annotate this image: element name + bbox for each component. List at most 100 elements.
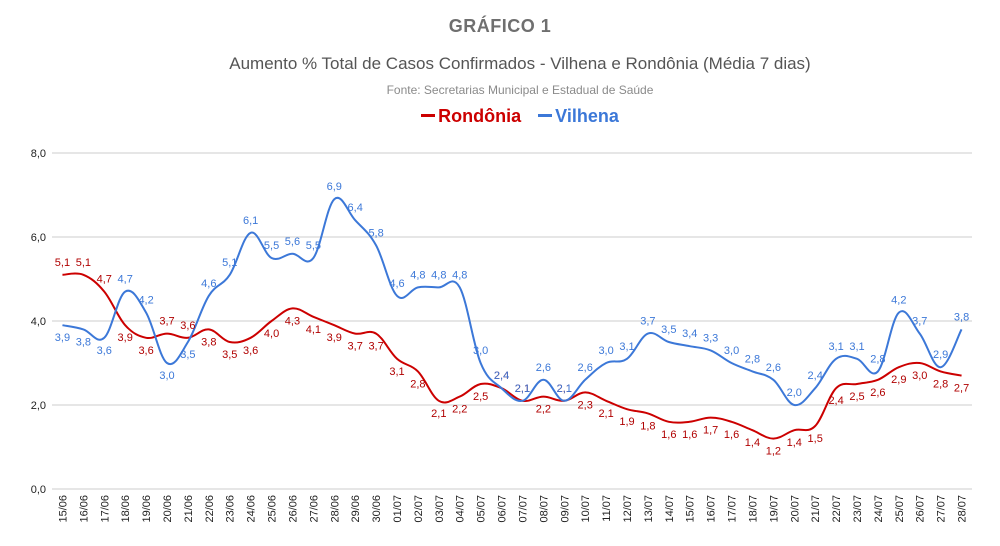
data-label-vilhena: 6,1 <box>243 215 258 227</box>
data-label-vilhena: 2,1 <box>515 383 530 395</box>
data-label-rondonia: 2,2 <box>452 404 467 416</box>
data-label-vilhena: 3,1 <box>828 341 843 353</box>
data-label-rondonia: 2,1 <box>515 383 530 395</box>
data-label-vilhena: 3,7 <box>912 316 927 328</box>
data-label-vilhena: 2,8 <box>870 353 885 365</box>
data-label-vilhena: 2,1 <box>557 383 572 395</box>
data-label-vilhena: 3,8 <box>954 311 969 323</box>
data-label-rondonia: 2,5 <box>473 391 488 403</box>
chart-title: GRÁFICO 1 <box>448 16 552 36</box>
x-tick-label: 08/07 <box>538 495 550 523</box>
data-label-rondonia: 1,4 <box>787 437 802 449</box>
data-label-vilhena: 3,1 <box>849 341 864 353</box>
data-label-vilhena: 3,1 <box>619 341 634 353</box>
data-label-vilhena: 3,3 <box>703 332 718 344</box>
data-label-vilhena: 6,9 <box>327 181 342 193</box>
data-label-rondonia: 2,4 <box>828 395 843 407</box>
x-tick-label: 02/07 <box>413 495 425 523</box>
data-label-rondonia: 4,0 <box>264 328 279 340</box>
x-tick-label: 26/07 <box>915 495 927 523</box>
data-label-vilhena: 3,4 <box>682 328 697 340</box>
data-label-vilhena: 3,0 <box>598 345 613 357</box>
legend-swatch-vilhena <box>538 113 553 117</box>
data-label-rondonia: 1,6 <box>661 429 676 441</box>
chart-legend: Rondônia Vilhena <box>0 106 1000 127</box>
data-label-rondonia: 4,3 <box>285 315 300 327</box>
data-label-vilhena: 3,5 <box>180 349 195 361</box>
data-label-vilhena: 3,0 <box>473 345 488 357</box>
data-label-rondonia: 2,3 <box>578 399 593 411</box>
x-tick-label: 16/06 <box>78 495 90 523</box>
data-label-vilhena: 2,6 <box>766 362 781 374</box>
y-tick-label: 8,0 <box>31 148 46 160</box>
data-label-rondonia: 1,6 <box>682 429 697 441</box>
data-label-rondonia: 3,9 <box>327 332 342 344</box>
data-label-rondonia: 4,1 <box>306 324 321 336</box>
data-label-rondonia: 1,6 <box>724 429 739 441</box>
data-label-rondonia: 3,1 <box>389 366 404 378</box>
data-label-vilhena: 2,9 <box>933 349 948 361</box>
x-tick-label: 17/06 <box>99 495 111 523</box>
data-label-vilhena: 4,6 <box>389 278 404 290</box>
data-label-rondonia: 2,4 <box>494 370 509 382</box>
data-label-rondonia: 2,2 <box>536 404 551 416</box>
data-label-rondonia: 2,9 <box>891 374 906 386</box>
data-label-rondonia: 1,2 <box>766 446 781 458</box>
data-label-vilhena: 2,6 <box>578 362 593 374</box>
data-label-rondonia: 2,8 <box>933 378 948 390</box>
x-tick-label: 01/07 <box>392 495 404 523</box>
series-line-rondonia <box>62 272 962 440</box>
x-tick-label: 20/07 <box>789 495 801 523</box>
data-label-rondonia: 1,7 <box>703 425 718 437</box>
data-label-vilhena: 3,9 <box>55 332 70 344</box>
x-tick-label: 07/07 <box>517 495 529 523</box>
data-label-vilhena: 2,4 <box>808 370 823 382</box>
x-tick-label: 25/07 <box>894 495 906 523</box>
chart-subtitle: Aumento % Total de Casos Confirmados - V… <box>229 54 811 73</box>
data-label-vilhena: 2,0 <box>787 387 802 399</box>
data-label-rondonia: 5,1 <box>76 257 91 269</box>
x-tick-label: 20/06 <box>162 495 174 523</box>
data-label-rondonia: 2,8 <box>410 378 425 390</box>
legend-item-rondonia: Rondônia <box>421 106 521 127</box>
data-label-rondonia: 4,7 <box>97 274 112 286</box>
data-label-vilhena: 5,5 <box>264 240 279 252</box>
data-label-vilhena: 4,8 <box>410 269 425 281</box>
x-tick-label: 15/06 <box>57 495 69 523</box>
data-label-vilhena: 3,5 <box>661 324 676 336</box>
x-tick-label: 03/07 <box>434 495 446 523</box>
data-label-rondonia: 1,5 <box>808 433 823 445</box>
x-tick-label: 22/06 <box>204 495 216 523</box>
data-label-rondonia: 3,6 <box>180 320 195 332</box>
data-label-rondonia: 3,0 <box>912 370 927 382</box>
data-label-rondonia: 3,6 <box>243 345 258 357</box>
x-tick-label: 27/06 <box>308 495 320 523</box>
legend-label-rondonia: Rondônia <box>438 106 522 126</box>
x-tick-label: 06/07 <box>497 495 509 523</box>
x-tick-label: 10/07 <box>580 495 592 523</box>
data-label-vilhena: 5,6 <box>285 236 300 248</box>
y-tick-label: 4,0 <box>31 316 46 328</box>
data-label-rondonia: 3,7 <box>159 316 174 328</box>
x-tick-label: 21/06 <box>183 495 195 523</box>
data-label-vilhena: 3,0 <box>159 370 174 382</box>
data-label-vilhena: 4,2 <box>891 295 906 307</box>
data-label-vilhena: 4,8 <box>431 269 446 281</box>
x-tick-label: 17/07 <box>727 495 739 523</box>
data-label-rondonia: 2,1 <box>431 408 446 420</box>
data-label-vilhena: 6,4 <box>348 202 363 214</box>
x-tick-label: 24/06 <box>246 495 258 523</box>
data-label-rondonia: 3,7 <box>348 341 363 353</box>
x-tick-label: 11/07 <box>601 495 613 522</box>
data-label-rondonia: 2,1 <box>598 408 613 420</box>
x-tick-label: 18/06 <box>120 495 132 523</box>
x-tick-label: 30/06 <box>371 495 383 523</box>
data-label-rondonia: 1,4 <box>745 437 760 449</box>
data-label-rondonia: 2,5 <box>849 391 864 403</box>
x-tick-label: 12/07 <box>622 495 634 523</box>
x-tick-label: 28/06 <box>329 495 341 523</box>
y-tick-label: 2,0 <box>31 400 46 412</box>
legend-item-vilhena: Vilhena <box>538 106 619 127</box>
data-label-rondonia: 3,9 <box>118 332 133 344</box>
